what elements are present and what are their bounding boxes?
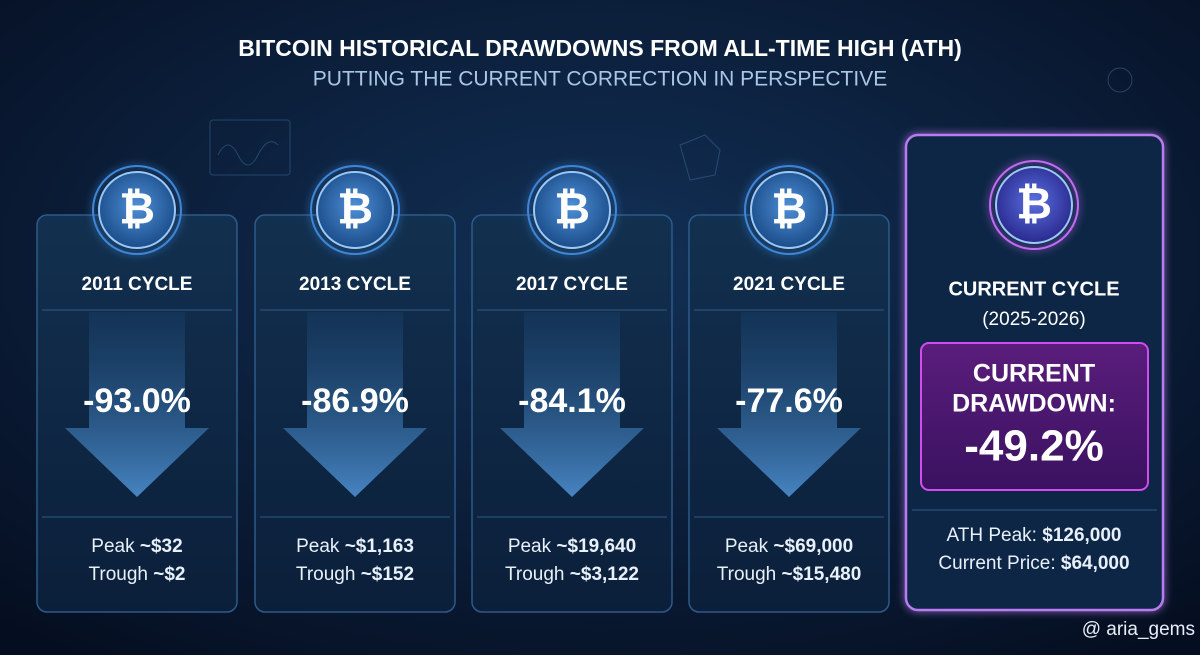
- drawdown: -77.6%: [735, 382, 843, 420]
- stat-label: Trough: [717, 564, 777, 585]
- stat-label: Peak: [508, 536, 552, 557]
- coin-symbol: ₿: [1016, 180, 1052, 229]
- cycle-label: 2011 CYCLE: [82, 274, 193, 295]
- drawdown-box: [920, 342, 1149, 491]
- stat-value: ~$152: [361, 564, 414, 585]
- title: BITCOIN HISTORICAL DRAWDOWNS FROM ALL-TI…: [238, 35, 962, 61]
- stat-line: Peak ~$19,640: [508, 536, 636, 557]
- down-arrow: [283, 312, 427, 497]
- stat-label: Current Price:: [938, 553, 1055, 574]
- stat-label: Peak: [91, 536, 135, 557]
- stat-value: ~$1,163: [345, 536, 414, 557]
- stat-label: Peak: [296, 536, 340, 557]
- coin-symbol: ₿: [119, 185, 155, 234]
- coin: [316, 171, 394, 249]
- coin-symbol: ₿: [771, 185, 807, 234]
- cycle-label: 2021 CYCLE: [733, 274, 845, 295]
- cycle-label: 2017 CYCLE: [516, 274, 628, 295]
- stat-label: Trough: [88, 564, 148, 585]
- stat-line: Trough ~$152: [296, 564, 414, 585]
- stat-line: ATH Peak: $126,000: [947, 525, 1122, 546]
- drawdown-label: CURRENT: [973, 360, 1095, 388]
- stat-line: Current Price: $64,000: [938, 553, 1129, 574]
- down-arrow: [717, 312, 861, 497]
- stat-value: ~$19,640: [556, 536, 636, 557]
- coin-ring: [310, 165, 400, 255]
- coin-ring: [989, 160, 1079, 250]
- drawdown-label: DRAWDOWN:: [952, 390, 1116, 418]
- stat-label: ATH Peak:: [947, 525, 1037, 546]
- coin: [533, 171, 611, 249]
- coin-symbol: ₿: [554, 185, 590, 234]
- coin-ring: [92, 165, 182, 255]
- stat-label: Peak: [725, 536, 769, 557]
- drawdown: -86.9%: [301, 382, 409, 420]
- stat-line: Peak ~$69,000: [725, 536, 853, 557]
- stat-value: ~$2: [153, 564, 185, 585]
- down-arrow: [500, 312, 644, 497]
- coin: [995, 166, 1073, 244]
- drawdown: -93.0%: [83, 382, 191, 420]
- coin-symbol: ₿: [337, 185, 373, 234]
- stat-line: Trough ~$15,480: [717, 564, 862, 585]
- decor: [209, 67, 1133, 181]
- down-arrow: [65, 312, 209, 497]
- stat-line: Peak ~$1,163: [296, 536, 414, 557]
- cycle-label: 2013 CYCLE: [299, 274, 411, 295]
- stat-line: Trough ~$2: [88, 564, 185, 585]
- stat-value: ~$3,122: [570, 564, 639, 585]
- cycle-label: CURRENT CYCLE: [948, 278, 1119, 300]
- stat-value: ~$32: [140, 536, 183, 557]
- coin: [750, 171, 828, 249]
- stat-value: $64,000: [1061, 553, 1130, 574]
- stat-value: ~$69,000: [773, 536, 853, 557]
- stat-value: $126,000: [1042, 525, 1121, 546]
- stat-line: Trough ~$3,122: [505, 564, 639, 585]
- coin-ring: [744, 165, 834, 255]
- drawdown: -84.1%: [518, 382, 626, 420]
- drawdown: -49.2%: [964, 422, 1103, 471]
- stat-value: ~$15,480: [782, 564, 862, 585]
- subtitle: PUTTING THE CURRENT CORRECTION IN PERSPE…: [313, 68, 887, 91]
- watermark: @ aria_gems: [1082, 619, 1195, 640]
- coin: [98, 171, 176, 249]
- coin-ring: [527, 165, 617, 255]
- cycle-period: (2025-2026): [982, 309, 1086, 330]
- stat-line: Peak ~$32: [91, 536, 182, 557]
- stat-label: Trough: [296, 564, 356, 585]
- stat-label: Trough: [505, 564, 565, 585]
